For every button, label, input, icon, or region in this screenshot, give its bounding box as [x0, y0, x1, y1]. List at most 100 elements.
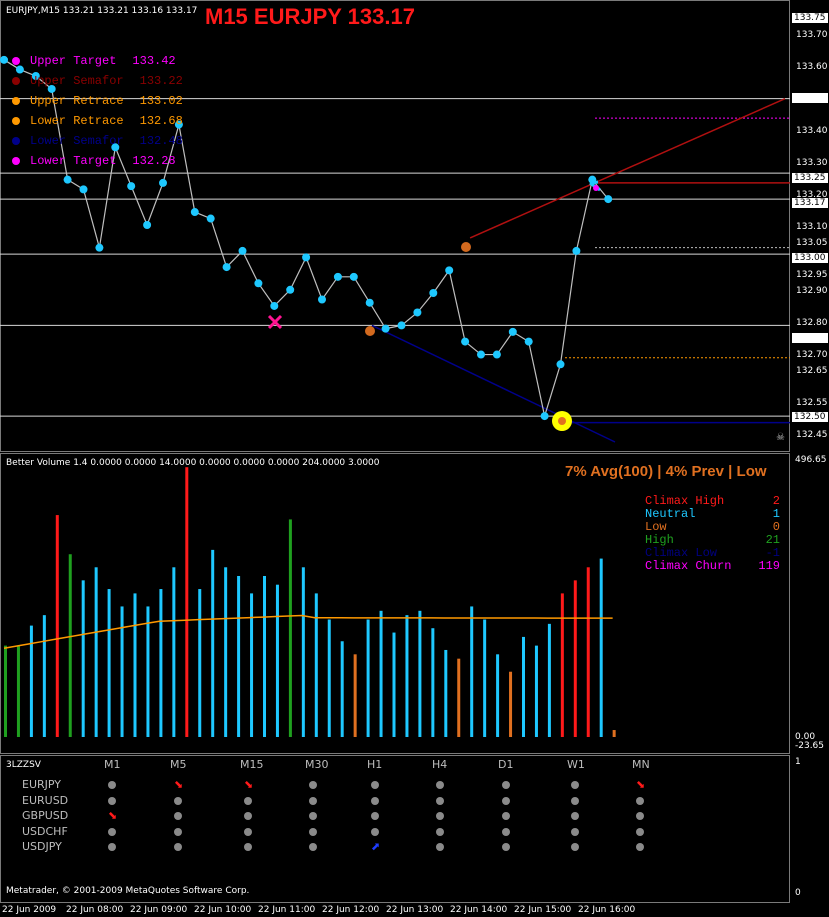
symbol-label: EURUSD	[22, 793, 69, 807]
price-point	[31, 72, 40, 81]
volume-bar	[172, 567, 176, 737]
stat-label: Neutral	[645, 507, 696, 521]
grey-dot-icon	[371, 796, 379, 805]
volume-bar	[185, 467, 189, 737]
grey-dot-icon	[571, 781, 579, 789]
timeframe-label: H4	[432, 758, 448, 771]
legend-value: 132.28	[132, 154, 176, 168]
grey-dot-icon	[309, 781, 317, 789]
grey-dot-icon	[436, 781, 444, 789]
legend-value: 133.02	[139, 94, 183, 108]
price-point	[556, 360, 565, 369]
legend-label: Lower Retrace	[30, 114, 124, 128]
price-point	[79, 185, 88, 194]
price-box-label: 133.17	[792, 198, 828, 208]
volume-bar	[288, 519, 292, 737]
volume-bar	[612, 730, 616, 737]
stat-value: 21	[765, 533, 780, 547]
volume-pane[interactable]	[0, 453, 790, 754]
grey-dot-icon	[244, 827, 252, 836]
zz-pane[interactable]	[0, 755, 790, 903]
price-tick-label: 133.30	[796, 158, 828, 168]
volume-top-label: 496.65	[795, 455, 827, 465]
price-point	[318, 295, 326, 304]
legend-dot-icon	[12, 116, 20, 125]
volume-bar	[483, 619, 487, 737]
legend-label: Upper Semafor	[30, 74, 124, 88]
volume-bar	[444, 649, 448, 737]
volume-bar	[366, 619, 370, 737]
grey-dot-icon	[371, 781, 379, 789]
timeframe-label: M1	[104, 758, 121, 771]
price-point	[15, 65, 24, 74]
legend-row: Upper Target 133.42	[12, 54, 176, 68]
timeframe-label: M30	[305, 758, 329, 771]
volume-bar	[560, 593, 564, 737]
volume-bar	[405, 615, 409, 737]
volume-bar	[211, 549, 215, 737]
volume-bar	[431, 628, 435, 737]
grey-dot-icon	[636, 843, 644, 851]
volume-bar	[534, 645, 538, 737]
volume-bar	[509, 671, 513, 737]
grey-dot-icon	[174, 827, 182, 836]
chart-title: M15 EURJPY 133.17	[205, 4, 415, 29]
time-tick-label: 22 Jun 14:00	[450, 905, 508, 915]
legend-value: 132.48	[139, 134, 183, 148]
pink-x-marker-icon	[267, 314, 283, 330]
retrace-marker-icon	[365, 326, 375, 336]
price-point	[302, 253, 311, 262]
price-point	[0, 55, 8, 64]
volume-bar	[327, 619, 331, 737]
price-point	[572, 246, 581, 255]
price-point	[540, 412, 549, 421]
volume-average-line	[3, 614, 613, 649]
legend-label: Lower Target	[30, 154, 117, 168]
volume-bar	[379, 610, 383, 737]
price-point	[333, 272, 342, 281]
red-arrow-icon: ⬊	[108, 809, 118, 822]
price-point	[508, 327, 517, 336]
red-arrow-icon: ⬊	[244, 778, 254, 791]
symbol-label: USDJPY	[22, 840, 62, 853]
price-tick-label: 133.10	[796, 222, 828, 232]
volume-bar	[16, 645, 20, 737]
volume-bar	[457, 658, 461, 737]
price-chart[interactable]: ☠	[0, 0, 790, 452]
symbol-label: GBPUSD	[22, 809, 69, 822]
price-point	[174, 120, 183, 129]
price-tick-label: 132.65	[796, 366, 828, 376]
volume-bar	[522, 636, 525, 737]
legend-row: Lower Semafor 132.48	[12, 134, 183, 148]
price-point	[445, 266, 454, 275]
grey-dot-icon	[174, 843, 182, 851]
price-point	[254, 279, 263, 288]
volume-neg-label: -23.65	[795, 741, 825, 751]
price-point	[604, 195, 613, 204]
grey-dot-icon	[436, 796, 444, 805]
grey-dot-icon	[244, 796, 252, 805]
price-tick-label: 133.60	[796, 62, 828, 72]
stat-label: Low	[645, 520, 667, 534]
grey-dot-icon	[636, 812, 644, 820]
legend-value: 133.22	[139, 74, 183, 88]
price-tick-label: 132.45	[796, 430, 828, 440]
price-chart-pane[interactable]	[0, 0, 790, 452]
symbol-info: EURJPY,M15 133.21 133.21 133.16 133.17	[6, 6, 198, 16]
price-point	[143, 221, 152, 229]
price-point	[190, 208, 199, 217]
volume-bar	[94, 567, 98, 737]
volume-bar	[250, 593, 254, 737]
price-point	[111, 143, 120, 152]
blue-arrow-icon: ⬈	[371, 840, 381, 853]
legend-row: Upper Semafor 133.22	[12, 74, 183, 88]
stat-value: -1	[765, 546, 780, 560]
grey-dot-icon	[371, 827, 379, 836]
volume-bar	[146, 606, 150, 737]
volume-bar	[586, 567, 590, 737]
timeframe-label: M5	[170, 758, 187, 771]
price-tick-label: 133.05	[796, 238, 828, 248]
price-point	[524, 337, 533, 346]
grey-dot-icon	[174, 812, 182, 820]
legend-dot-icon	[12, 56, 20, 65]
